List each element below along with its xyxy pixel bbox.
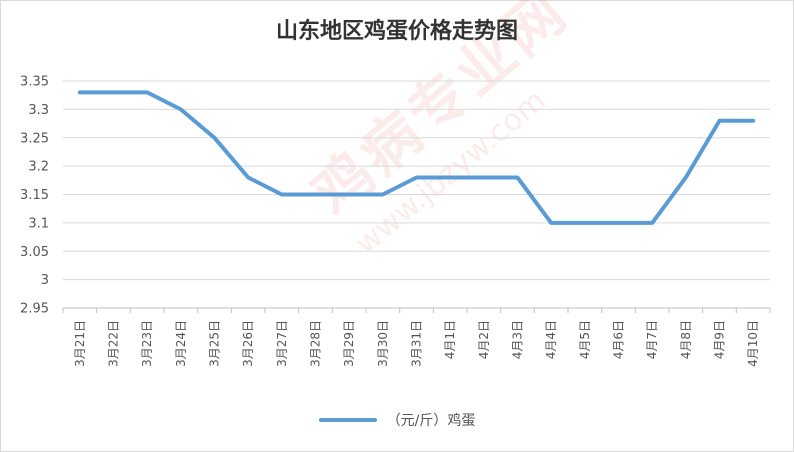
x-tick-label: 4月4日 bbox=[544, 320, 558, 359]
legend-label: （元/斤）鸡蛋 bbox=[386, 413, 476, 429]
x-tick-label: 3月31日 bbox=[410, 320, 424, 367]
y-tick-label: 3.25 bbox=[20, 131, 49, 146]
legend-swatch bbox=[318, 418, 377, 422]
x-tick-label: 3月26日 bbox=[241, 320, 255, 367]
x-tick-label: 4月6日 bbox=[612, 320, 626, 359]
x-tick-label: 3月28日 bbox=[309, 320, 323, 367]
y-tick-label: 3.15 bbox=[20, 188, 49, 203]
x-tick-label: 3月30日 bbox=[376, 320, 390, 367]
x-tick-label: 3月29日 bbox=[342, 320, 356, 367]
x-tick-label: 4月8日 bbox=[679, 320, 693, 359]
x-tick-label: 3月23日 bbox=[140, 320, 154, 367]
x-tick-label: 4月1日 bbox=[443, 320, 457, 359]
x-tick-label: 3月22日 bbox=[107, 320, 121, 367]
y-tick-label: 3 bbox=[41, 273, 49, 288]
series-line bbox=[77, 90, 756, 225]
legend: （元/斤）鸡蛋 bbox=[1, 410, 793, 430]
x-tick-label: 3月24日 bbox=[174, 320, 188, 367]
x-tick-label: 4月10日 bbox=[746, 320, 760, 367]
y-tick-label: 3.2 bbox=[28, 160, 49, 175]
x-tick-label: 3月27日 bbox=[275, 320, 289, 367]
chart-title: 山东地区鸡蛋价格走势图 bbox=[275, 18, 518, 44]
x-tick-label: 4月7日 bbox=[645, 320, 659, 359]
y-tick-label: 3.3 bbox=[28, 103, 49, 118]
y-tick-label: 2.95 bbox=[20, 302, 49, 317]
y-tick-label: 3.35 bbox=[20, 75, 49, 90]
y-tick-label: 3.05 bbox=[20, 245, 49, 260]
x-tick-label: 4月3日 bbox=[511, 320, 525, 359]
x-tick-label: 3月21日 bbox=[73, 320, 87, 367]
x-tick-label: 3月25日 bbox=[208, 320, 222, 367]
x-tick-label: 4月2日 bbox=[477, 320, 491, 359]
y-tick-label: 3.1 bbox=[28, 216, 49, 231]
x-tick-label: 4月5日 bbox=[578, 320, 592, 359]
x-tick-label: 4月9日 bbox=[713, 320, 727, 359]
